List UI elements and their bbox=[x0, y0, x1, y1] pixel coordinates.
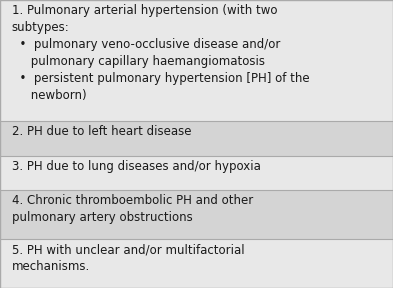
FancyBboxPatch shape bbox=[0, 0, 393, 121]
FancyBboxPatch shape bbox=[0, 190, 393, 239]
Text: 3. PH due to lung diseases and/or hypoxia: 3. PH due to lung diseases and/or hypoxi… bbox=[12, 160, 261, 173]
FancyBboxPatch shape bbox=[0, 156, 393, 190]
Text: 2. PH due to left heart disease: 2. PH due to left heart disease bbox=[12, 125, 191, 138]
Text: 4. Chronic thromboembolic PH and other
pulmonary artery obstructions: 4. Chronic thromboembolic PH and other p… bbox=[12, 194, 253, 224]
FancyBboxPatch shape bbox=[0, 121, 393, 156]
FancyBboxPatch shape bbox=[0, 239, 393, 288]
Text: 1. Pulmonary arterial hypertension (with two
subtypes:
  •  pulmonary veno-occlu: 1. Pulmonary arterial hypertension (with… bbox=[12, 4, 309, 102]
Text: 5. PH with unclear and/or multifactorial
mechanisms.: 5. PH with unclear and/or multifactorial… bbox=[12, 243, 244, 273]
